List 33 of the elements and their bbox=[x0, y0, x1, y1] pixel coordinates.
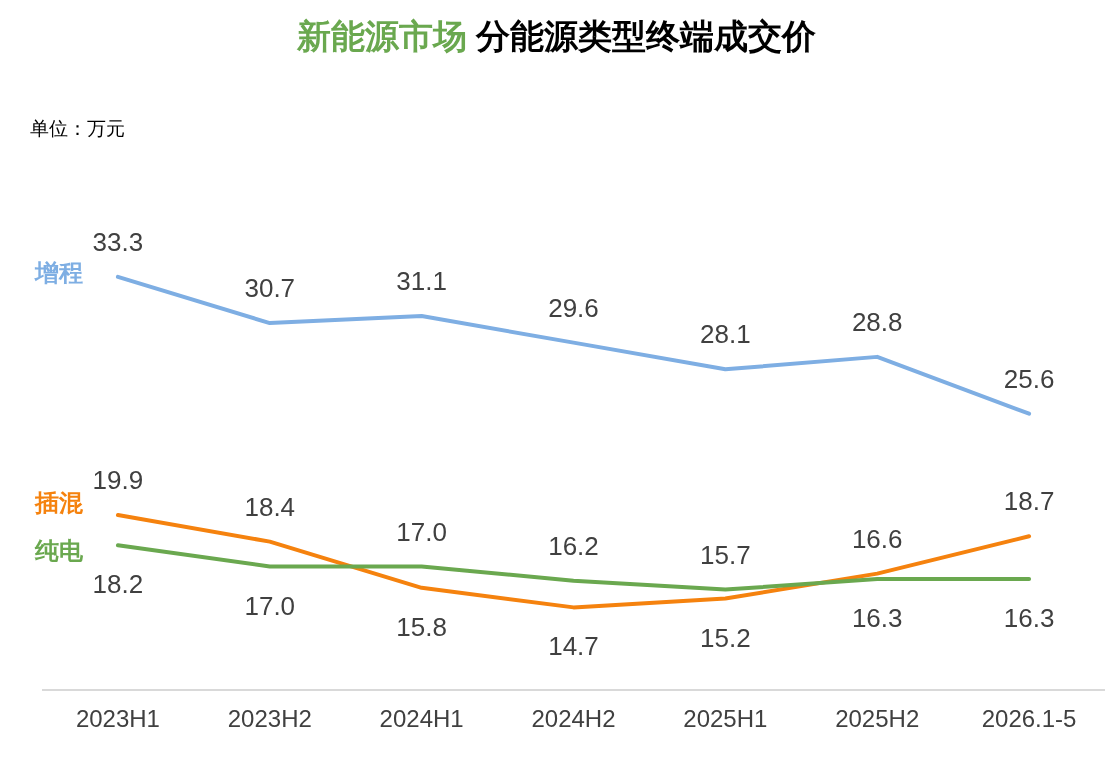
data-label: 15.7 bbox=[700, 539, 751, 570]
data-label: 28.1 bbox=[700, 319, 751, 350]
text: 单位：万元 bbox=[30, 117, 125, 141]
chart-title: 新能源市场 分能源类型终端成交价 bbox=[296, 17, 817, 55]
data-label: 16.2 bbox=[548, 530, 599, 561]
series-label: 纯电 bbox=[33, 537, 84, 565]
series-label: 增程 bbox=[33, 258, 83, 286]
x-tick-label: 2023H2 bbox=[227, 705, 312, 733]
data-label: 18.2 bbox=[92, 569, 144, 600]
data-label: 16.3 bbox=[1003, 602, 1055, 633]
data-label: 18.4 bbox=[244, 491, 296, 522]
data-label: 15.2 bbox=[700, 622, 751, 653]
x-tick-label: 2023H1 bbox=[75, 705, 160, 733]
data-label: 30.7 bbox=[244, 273, 296, 304]
data-label: 15.8 bbox=[396, 611, 447, 642]
x-tick-label: 2025H1 bbox=[683, 705, 768, 733]
data-label: 17.0 bbox=[244, 590, 296, 621]
data-label: 33.3 bbox=[92, 226, 144, 257]
series-label: 插混 bbox=[33, 489, 84, 516]
data-label: 25.6 bbox=[1003, 363, 1055, 394]
x-tick-label: 2024H1 bbox=[379, 705, 464, 733]
data-label: 17.0 bbox=[396, 516, 447, 547]
data-label: 16.3 bbox=[851, 602, 903, 633]
data-label: 19.9 bbox=[92, 465, 144, 495]
x-tick-label: 2026.1-5 bbox=[981, 705, 1077, 733]
data-label: 31.1 bbox=[396, 266, 447, 296]
x-tick-label: 2024H2 bbox=[531, 705, 616, 733]
data-label: 14.7 bbox=[548, 631, 599, 662]
data-label: 29.6 bbox=[548, 292, 599, 323]
data-label: 18.7 bbox=[1003, 486, 1055, 517]
data-label: 28.8 bbox=[851, 306, 903, 337]
data-label: 16.6 bbox=[851, 523, 903, 554]
x-tick-label: 2025H2 bbox=[835, 705, 920, 733]
